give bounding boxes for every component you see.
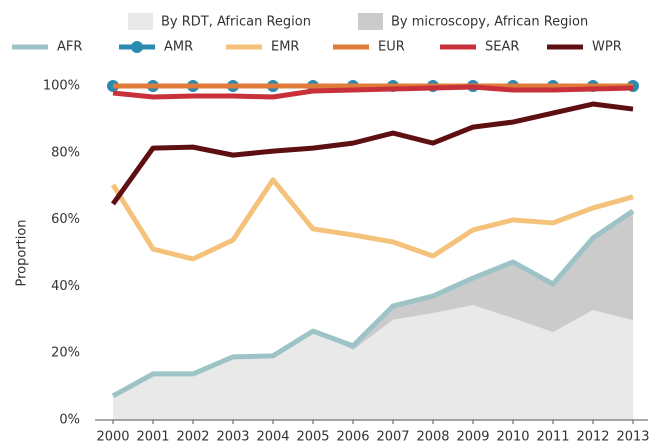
x-tick-label: 2006 (336, 430, 369, 443)
x-tick-label: 2005 (296, 430, 329, 443)
x-tick-label: 2010 (496, 430, 529, 443)
legend-label: By microscopy, African Region (391, 15, 588, 30)
legend-label: AMR (164, 40, 193, 55)
line (112, 84, 634, 100)
line (111, 208, 635, 399)
x-tick-label: 2013 (616, 430, 649, 443)
y-tick-label: 80% (51, 145, 80, 160)
x-tick-label: 2009 (456, 430, 489, 443)
legend-label: WPR (592, 40, 622, 55)
y-tick-label: 60% (51, 212, 80, 227)
x-tick-label: 2008 (416, 430, 449, 443)
y-tick-label: 40% (51, 279, 80, 294)
x-tick-label: 2004 (256, 430, 289, 443)
legend-label: EMR (271, 40, 299, 55)
x-tick-label: 2000 (96, 430, 129, 443)
legend-label: AFR (57, 40, 82, 55)
x-tick-label: 2003 (216, 430, 249, 443)
legend-label: By RDT, African Region (161, 15, 311, 30)
line (110, 177, 634, 262)
y-axis-label: Proportion (15, 219, 30, 286)
legend-label: EUR (378, 40, 405, 55)
x-tick-label: 2011 (536, 430, 569, 443)
y-tick-label: 100% (43, 79, 80, 94)
legend-label: SEAR (485, 40, 519, 55)
x-tick-label: 2002 (176, 430, 209, 443)
line (110, 101, 634, 206)
legend-swatch (128, 13, 153, 30)
x-tick-label: 2001 (136, 430, 169, 443)
x-tick-label: 2007 (376, 430, 409, 443)
legend-marker (131, 41, 143, 53)
area (113, 305, 633, 420)
legend-swatch (358, 13, 383, 30)
y-tick-label: 0% (59, 413, 80, 428)
x-tick-label: 2012 (576, 430, 609, 443)
y-tick-label: 20% (51, 346, 80, 361)
area (113, 210, 633, 397)
